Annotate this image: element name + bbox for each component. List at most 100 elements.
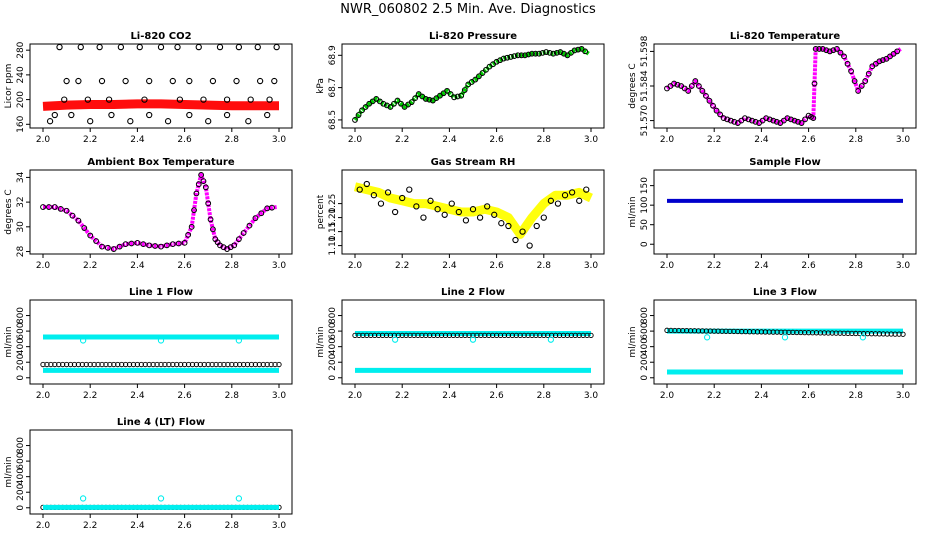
data-point	[819, 46, 826, 52]
data-point	[576, 197, 583, 204]
data-point	[715, 328, 721, 334]
x-tick-label: 3.0	[272, 391, 287, 401]
data-point	[154, 361, 160, 368]
data-point	[703, 334, 711, 341]
data-point	[264, 361, 270, 368]
data-point	[427, 197, 434, 204]
data-point	[75, 217, 82, 224]
x-tick-label: 2.8	[849, 135, 864, 145]
data-point	[51, 204, 58, 210]
figure-title: NWR_060802 2.5 Min. Ave. Diagnostics	[340, 2, 596, 17]
data-point	[894, 48, 900, 55]
data-point	[245, 118, 252, 125]
data-point	[676, 327, 682, 334]
data-point	[75, 361, 82, 368]
data-point	[685, 88, 692, 94]
data-point	[533, 222, 540, 230]
data-point	[825, 330, 831, 336]
data-point	[788, 116, 794, 123]
series-temp-line	[665, 46, 902, 126]
data-point	[87, 361, 93, 368]
y-tick-label: 800	[328, 307, 338, 324]
x-tick-label: 2.8	[849, 391, 864, 401]
data-point	[79, 337, 87, 344]
data-point	[157, 43, 165, 51]
data-point	[466, 332, 472, 339]
data-point	[507, 54, 514, 60]
x-tick-label: 2.2	[83, 521, 97, 531]
data-point	[568, 332, 574, 339]
x-tick-label: 2.4	[754, 261, 769, 271]
data-point	[63, 207, 70, 214]
data-point	[256, 77, 264, 85]
data-point	[533, 332, 539, 339]
data-point	[497, 57, 504, 64]
data-point	[174, 361, 180, 368]
data-point	[240, 230, 247, 236]
data-point	[668, 327, 674, 334]
data-point	[63, 77, 70, 85]
data-point	[412, 95, 419, 102]
data-point	[93, 238, 99, 244]
data-point	[98, 77, 106, 85]
data-point	[244, 361, 251, 368]
data-point	[146, 77, 153, 85]
data-point	[233, 77, 240, 85]
y-tick-label: 800	[16, 307, 26, 324]
data-point	[254, 43, 261, 51]
data-point	[880, 331, 886, 337]
data-point	[813, 330, 820, 336]
plot-frame	[653, 169, 917, 255]
data-point	[426, 96, 433, 103]
data-point	[727, 328, 733, 335]
data-point	[695, 83, 702, 89]
data-point	[200, 178, 207, 185]
data-point	[117, 43, 125, 51]
data-point	[762, 329, 768, 335]
data-point	[225, 361, 231, 368]
data-point	[52, 361, 58, 368]
data-point	[484, 203, 491, 210]
data-point	[809, 330, 816, 336]
data-point	[407, 332, 413, 339]
x-tick-label: 3.0	[272, 261, 287, 271]
data-point	[588, 332, 594, 339]
data-point	[377, 200, 385, 207]
data-point	[223, 96, 231, 103]
data-point	[188, 223, 195, 230]
data-point	[269, 204, 275, 211]
x-tick-label: 2.0	[660, 261, 675, 271]
x-tick-label: 2.2	[83, 391, 97, 401]
data-point	[476, 73, 482, 80]
data-point	[189, 361, 196, 368]
data-point	[134, 239, 141, 246]
data-point	[391, 208, 399, 216]
x-tick-label: 2.8	[537, 391, 552, 401]
data-point	[383, 102, 390, 109]
panel-co2: Li-820 CO2 Licor ppm 2.0 2.2 2.4 2.6 2.8 3.0 160…	[4, 31, 293, 145]
panel-sample_flow: Sample Flow ml/min 2.0 2.2 2.4 2.6 2.8 3.0 0 50 10…	[628, 157, 917, 271]
data-point	[134, 361, 141, 368]
plot-frame	[29, 299, 293, 385]
data-point	[442, 332, 449, 339]
data-point	[271, 77, 278, 85]
data-point	[68, 111, 75, 119]
data-point	[252, 215, 259, 222]
data-point	[784, 115, 791, 122]
data-point	[865, 70, 872, 77]
data-point	[136, 43, 143, 51]
data-point	[391, 100, 397, 107]
data-point	[387, 332, 394, 339]
data-point	[692, 78, 699, 84]
data-point	[229, 361, 235, 368]
data-point	[176, 96, 184, 103]
panel-title: Line 2 Flow	[441, 287, 505, 298]
data-point	[552, 332, 559, 339]
data-point	[276, 361, 282, 368]
data-point	[260, 361, 266, 368]
data-point	[560, 332, 567, 339]
y-tick-label: 600	[328, 322, 338, 339]
data-point	[547, 336, 555, 343]
data-point	[671, 80, 677, 87]
data-point	[553, 49, 560, 56]
